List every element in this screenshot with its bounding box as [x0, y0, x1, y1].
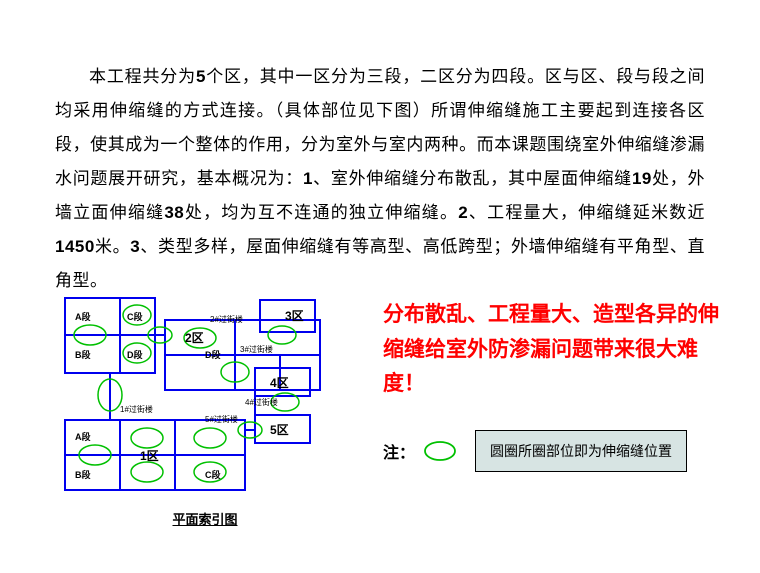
num-19: 19 — [632, 169, 652, 188]
svg-text:C段: C段 — [205, 469, 221, 480]
svg-text:2区: 2区 — [185, 331, 204, 345]
svg-text:4#过街楼: 4#过街楼 — [245, 397, 278, 407]
highlight-text: 分布散乱、工程量大、造型各异的伸缩缝给室外防渗漏问题带来很大难度！ — [383, 298, 720, 402]
main-paragraph: 本工程共分为5个区，其中一区分为三段，二区分为四段。区与区、段与段之间均采用伸缩… — [55, 60, 705, 298]
ellipse-icon — [423, 440, 457, 462]
text-run: 处，均为互不连通的独立伸缩缝。 — [184, 203, 458, 222]
svg-text:D段: D段 — [205, 349, 221, 360]
text-run: 本工程共分为 — [89, 67, 196, 86]
num-2: 2 — [458, 203, 468, 222]
legend-label: 注： — [383, 439, 415, 463]
text-run: 、工程量大，伸缩缝延米数近 — [468, 203, 705, 222]
svg-text:B段: B段 — [75, 349, 91, 360]
svg-text:1#过街楼: 1#过街楼 — [120, 404, 153, 414]
svg-text:B段: B段 — [75, 469, 91, 480]
diagram-caption: 平面索引图 — [55, 509, 355, 528]
svg-text:1区: 1区 — [140, 449, 159, 463]
svg-text:5#过街楼: 5#过街楼 — [205, 414, 238, 424]
svg-text:5区: 5区 — [270, 423, 289, 437]
legend-box: 圆圈所圈部位即为伸缩缝位置 — [475, 430, 687, 472]
floor-plan-block: A段 B段 C段 D段 A段 B段 C段 D段 2区 3区 4区 5区 1区 — [55, 290, 355, 528]
text-run: 、室外伸缩缝分布散乱，其中屋面伸缩缝 — [313, 169, 632, 188]
floor-plan-diagram: A段 B段 C段 D段 A段 B段 C段 D段 2区 3区 4区 5区 1区 — [55, 290, 355, 505]
text-run: 、类型多样，屋面伸缩缝有等高型、高低跨型；外墙伸缩缝有平角型、直角型。 — [55, 237, 705, 290]
svg-text:A段: A段 — [75, 311, 91, 322]
num-1450: 1450 — [55, 237, 95, 256]
num-38: 38 — [164, 203, 184, 222]
svg-text:C段: C段 — [127, 311, 143, 322]
num-1: 1 — [303, 169, 313, 188]
svg-text:3区: 3区 — [285, 309, 304, 323]
svg-text:3#过街楼: 3#过街楼 — [240, 344, 273, 354]
num-3: 3 — [130, 237, 140, 256]
legend-row: 注： 圆圈所圈部位即为伸缩缝位置 — [383, 430, 720, 472]
num-5: 5 — [196, 67, 206, 86]
svg-text:D段: D段 — [127, 349, 143, 360]
svg-text:2#过街楼: 2#过街楼 — [210, 314, 243, 324]
text-run: 米。 — [95, 237, 130, 256]
svg-text:4区: 4区 — [270, 376, 289, 390]
svg-text:A段: A段 — [75, 431, 91, 442]
